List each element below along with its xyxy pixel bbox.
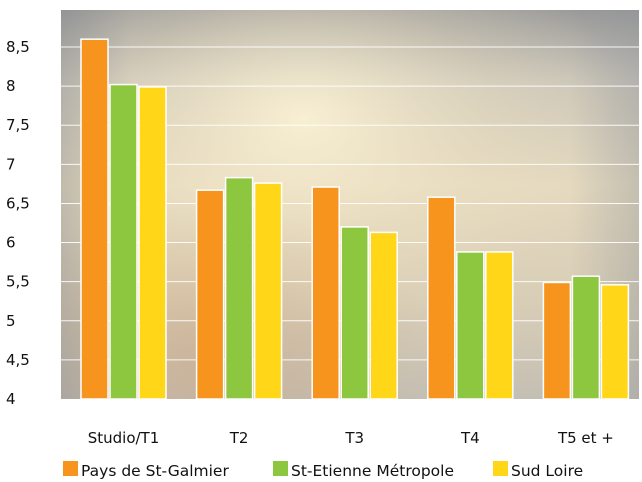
bar xyxy=(311,186,340,400)
y-tick-label: 5,5 xyxy=(6,273,30,291)
legend-label: St-Etienne Métropole xyxy=(291,462,454,480)
legend-swatch xyxy=(63,461,78,476)
legend: Pays de St-Galmier St-Etienne Métropole Su… xyxy=(63,461,583,480)
bar xyxy=(600,284,630,400)
y-tick-label: 6 xyxy=(6,234,16,252)
legend-swatch xyxy=(273,461,288,476)
bar xyxy=(542,281,572,400)
y-tick-label: 6,5 xyxy=(6,194,30,212)
x-axis-tick-labels: Studio/T1 T2 T3 T4 T5 et + xyxy=(88,429,614,447)
bar xyxy=(369,231,398,400)
x-tick-label: Studio/T1 xyxy=(88,429,160,447)
y-tick-label: 4 xyxy=(6,390,16,408)
legend-label: Sud Loire xyxy=(511,462,583,480)
bar xyxy=(80,38,109,400)
legend-swatch xyxy=(493,461,508,476)
y-tick-label: 7 xyxy=(6,155,16,173)
y-tick-label: 8,5 xyxy=(6,38,30,56)
legend-label: Pays de St-Galmier xyxy=(81,462,229,480)
bar xyxy=(485,251,514,400)
x-tick-label: T2 xyxy=(229,429,249,447)
bar xyxy=(138,86,167,400)
y-tick-label: 5 xyxy=(6,312,16,330)
bar xyxy=(571,275,601,400)
y-tick-label: 7,5 xyxy=(6,116,30,134)
y-tick-label: 4,5 xyxy=(6,351,30,369)
bar xyxy=(253,182,283,400)
bar xyxy=(456,251,485,400)
bar xyxy=(109,83,138,400)
x-tick-label: T3 xyxy=(344,429,364,447)
bars xyxy=(80,38,630,400)
x-tick-label: T4 xyxy=(460,429,480,447)
bar xyxy=(195,189,225,400)
bar xyxy=(224,176,254,400)
bar xyxy=(427,196,456,400)
y-tick-label: 8 xyxy=(6,77,16,95)
y-axis-tick-labels: 4 4,5 5 5,5 6 6,5 7 7,5 8 8,5 xyxy=(6,38,30,408)
bar xyxy=(340,226,369,400)
x-tick-label: T5 et + xyxy=(557,429,614,447)
